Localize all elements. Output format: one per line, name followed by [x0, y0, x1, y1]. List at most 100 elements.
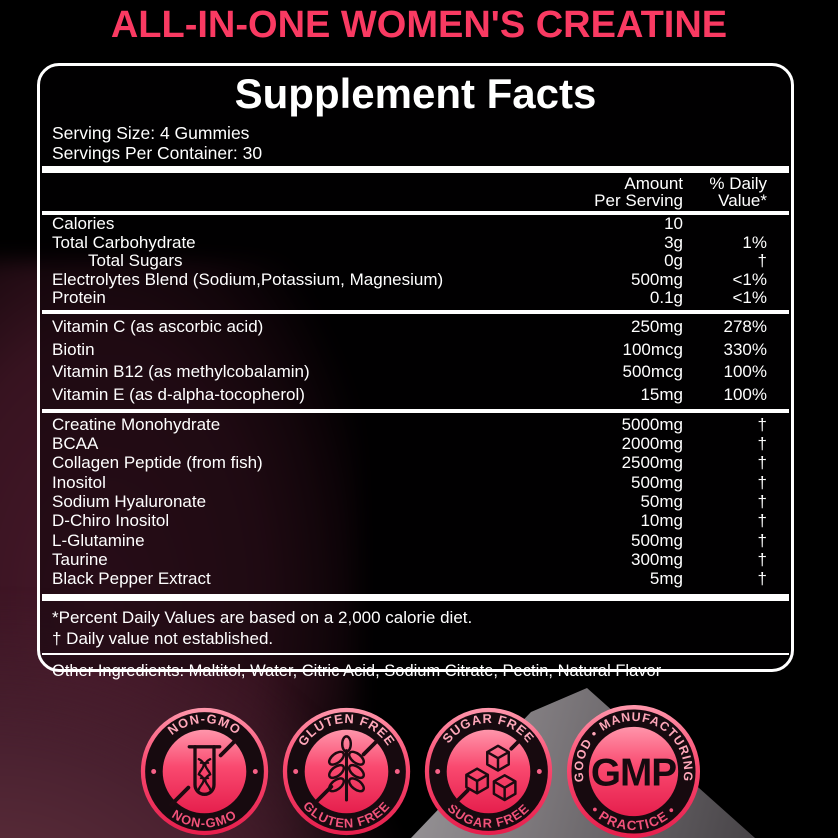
serving-size: Serving Size: 4 Gummies: [52, 123, 250, 143]
nutrient-row: Calories 10: [40, 214, 791, 234]
amount-value: 2500mg: [621, 453, 683, 473]
amount-header: Amount Per Serving: [594, 174, 683, 210]
daily-value: †: [757, 414, 767, 434]
non-gmo-badge: NON-GMO NON-GMO: [140, 707, 269, 836]
nutrient-section: Creatine Monohydrate 5000mg † BCAA 2000mg † Co…: [40, 413, 791, 589]
nutrient-name: Collagen Peptide (from fish): [52, 453, 263, 473]
amount-value: 10: [664, 214, 683, 233]
daily-value: †: [757, 569, 767, 589]
daily-value: 100%: [723, 362, 767, 382]
spacer: [52, 176, 563, 209]
gmp-center-text: GMP: [591, 751, 676, 794]
nutrient-table: Calories 10 Total Carbohydrate 3g 1% Total Su…: [40, 214, 791, 589]
amount-value: 15mg: [640, 385, 683, 405]
daily-value: [683, 215, 767, 234]
nutrient-name: Electrolytes Blend (Sodium,Potassium, Ma…: [52, 270, 444, 289]
panel-title: Supplement Facts: [234, 70, 597, 117]
nutrient-name: Vitamin C (as ascorbic acid): [52, 316, 264, 336]
nutrient-row: Taurine 300mg †: [40, 550, 791, 569]
nutrient-row: Vitamin C (as ascorbic acid) 250mg 278%: [40, 316, 791, 339]
nutrient-row: Total Carbohydrate 3g 1%: [40, 232, 791, 253]
amount-value: 500mcg: [622, 362, 683, 382]
amount-value: 2000mg: [621, 434, 683, 454]
nutrient-row: Black Pepper Extract 5mg †: [40, 569, 791, 588]
amount-value: 100mcg: [622, 339, 683, 359]
divider-thick: [42, 166, 789, 173]
footnote-dagger: † Daily value not established.: [52, 629, 274, 649]
nutrient-name: Total Carbohydrate: [52, 233, 196, 252]
nutrient-row: BCAA 2000mg †: [40, 434, 791, 453]
nutrient-row: Biotin 100mcg 330%: [40, 339, 791, 362]
other-ingredients: Other Ingredients: Maltitol, Water, Citr…: [52, 662, 662, 681]
amount-value: 300mg: [631, 549, 683, 569]
nutrient-name: Creatine Monohydrate: [52, 414, 221, 434]
nutrient-row: Electrolytes Blend (Sodium,Potassium, Ma…: [40, 269, 791, 290]
section-divider: [42, 408, 789, 413]
amount-value: 250mg: [631, 316, 683, 336]
gmp-badge: GOOD • MANUFACTURING • PRACTICE • GMP: [566, 704, 701, 838]
nutrient-name: Protein: [52, 289, 106, 308]
dna-test-tube-icon: [169, 736, 240, 807]
nutrient-section: Calories 10 Total Carbohydrate 3g 1% Total Su…: [40, 214, 791, 308]
nutrient-row: Inositol 500mg †: [40, 473, 791, 492]
amount-value: 50mg: [640, 491, 683, 511]
sugar-free-badge: SUGAR FREE SUGAR FREE: [424, 707, 553, 836]
nutrient-row: Creatine Monohydrate 5000mg †: [40, 415, 791, 434]
daily-value: †: [757, 251, 767, 271]
nutrient-name: Black Pepper Extract: [52, 569, 211, 589]
nutrient-name: Sodium Hyaluronate: [52, 491, 207, 511]
amount-value: 3g: [664, 232, 683, 252]
nutrient-name: L-Glutamine: [52, 530, 145, 550]
divider-thick: [42, 594, 789, 602]
amount-value: 0.1g: [649, 288, 683, 308]
daily-value: 1%: [742, 232, 767, 252]
daily-value: †: [757, 511, 767, 531]
product-title: ALL-IN-ONE WOMEN'S CREATINE: [110, 4, 728, 46]
amount-value: 500mg: [631, 530, 683, 550]
nutrient-name: Calories: [52, 215, 115, 233]
nutrient-name: Inositol: [52, 472, 106, 492]
gluten-free-badge: GLUTEN FREE GLUTEN FREE: [282, 707, 411, 836]
daily-value: 330%: [723, 339, 767, 359]
column-headers: Amount Per Serving % Daily Value*: [40, 174, 791, 210]
servings-per-container: Servings Per Container: 30: [52, 142, 263, 163]
serving-info: Serving Size: 4 Gummies Servings Per Con…: [52, 123, 791, 163]
footnotes: *Percent Daily Values are based on a 2,0…: [52, 607, 791, 649]
amount-value: 500mg: [631, 269, 683, 289]
sugar-cubes-icon: [452, 735, 525, 806]
daily-value: 278%: [723, 316, 767, 336]
section-divider: [42, 309, 789, 314]
nutrient-name: Taurine: [52, 549, 108, 569]
amount-value: 5mg: [649, 569, 683, 589]
daily-value: †: [757, 434, 767, 454]
nutrient-name: Vitamin E (as d-alpha-tocopherol): [52, 385, 305, 405]
daily-value: †: [757, 491, 767, 511]
nutrient-name: BCAA: [52, 434, 99, 454]
daily-value: †: [757, 530, 767, 550]
divider-thin: [42, 211, 789, 215]
daily-value: 100%: [723, 385, 767, 405]
nutrient-name: Biotin: [52, 339, 95, 359]
daily-value-header: % Daily Value*: [709, 174, 767, 210]
amount-value: 5000mg: [621, 414, 683, 434]
footnote-dv: *Percent Daily Values are based on a 2,0…: [52, 608, 473, 628]
nutrient-row: L-Glutamine 500mg †: [40, 531, 791, 550]
nutrient-row: Collagen Peptide (from fish) 2500mg †: [40, 453, 791, 472]
daily-value: †: [757, 549, 767, 569]
wheat-icon: [312, 735, 381, 806]
nutrient-row: Protein 0.1g <1%: [40, 289, 791, 308]
daily-value: <1%: [732, 288, 768, 308]
daily-value: <1%: [732, 269, 768, 289]
daily-value: †: [757, 472, 767, 492]
supplement-facts-panel: Supplement Facts Serving Size: 4 Gummies…: [37, 63, 794, 680]
certification-badges: NON-GMO NON-GMO GLUTEN: [138, 702, 703, 838]
divider-hairline: [42, 653, 789, 656]
daily-value: †: [757, 453, 767, 473]
nutrient-name: Vitamin B12 (as methylcobalamin): [52, 362, 310, 382]
amount-value: 0g: [664, 251, 683, 271]
nutrient-section: Vitamin C (as ascorbic acid) 250mg 278% Bio…: [40, 314, 791, 407]
amount-value: 500mg: [631, 472, 683, 492]
amount-value: 10mg: [640, 511, 683, 531]
nutrient-row: Vitamin B12 (as methylcobalamin) 500mcg 10…: [40, 361, 791, 384]
